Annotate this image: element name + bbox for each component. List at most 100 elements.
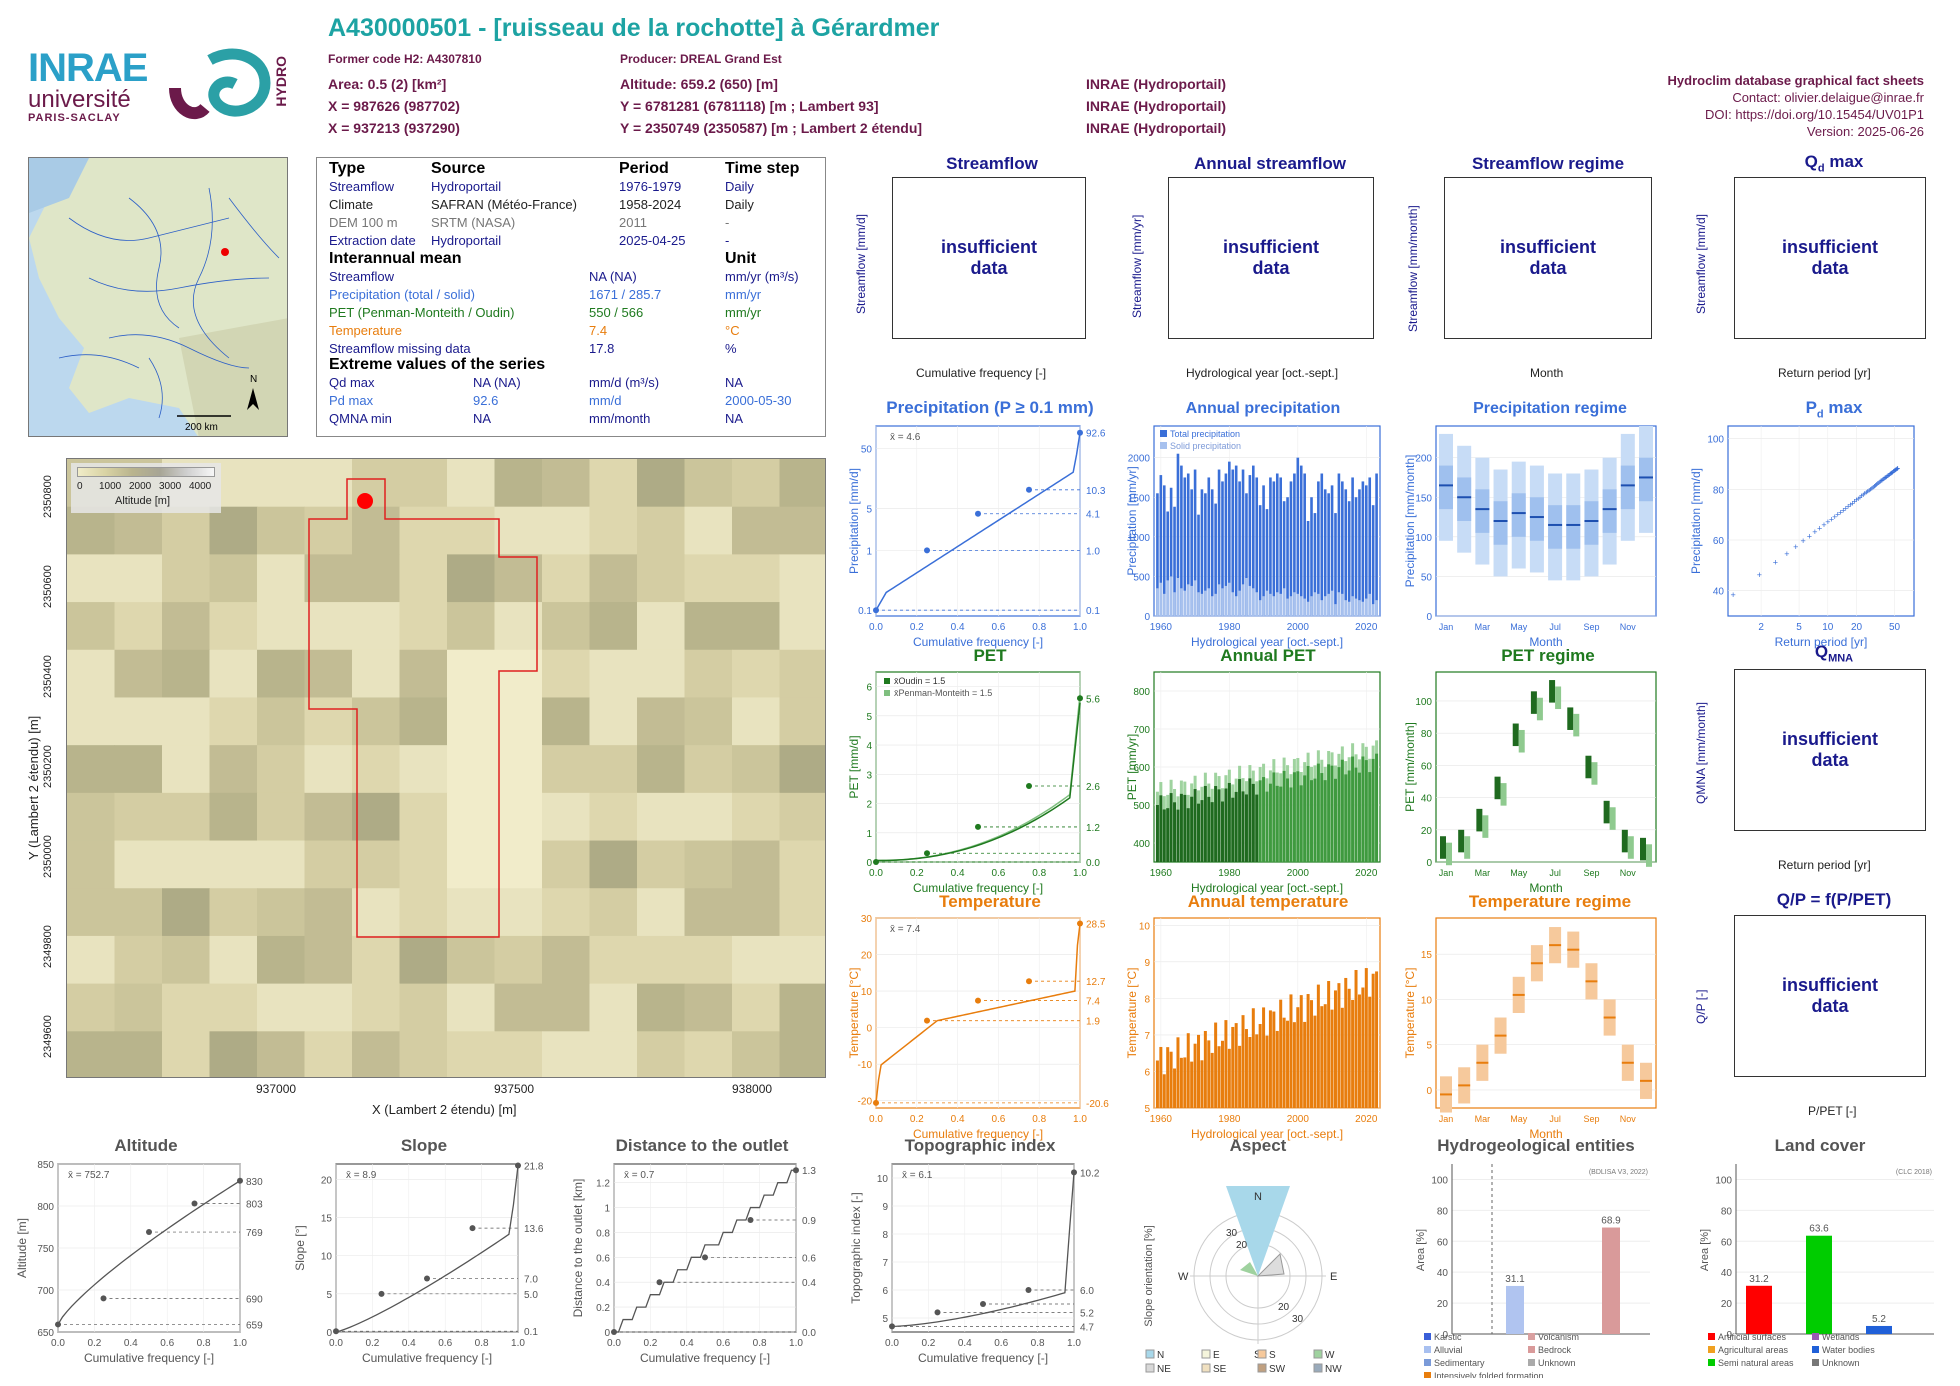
contact: Contact: olivier.delaigue@inrae.fr: [1732, 90, 1924, 105]
dem-cell: [684, 459, 733, 508]
qp-xlabel: P/PET [-]: [1808, 1104, 1857, 1118]
x-axis-label: Hydrological year [oct.-sept.]: [1191, 635, 1343, 649]
y-tick-label: 10: [861, 987, 873, 998]
hydrogeo-legend-label: Bedrock: [1538, 1345, 1572, 1355]
dem-cell: [447, 697, 495, 746]
y-axis-label: Precipitation [mm/d]: [1689, 468, 1703, 574]
solid-precip-bar: [1262, 596, 1265, 616]
dem-cell: [67, 840, 115, 889]
dem-cell: [684, 554, 733, 603]
pet-regime-oudin: [1476, 808, 1483, 832]
x-tick-label: 0.2: [87, 1338, 101, 1349]
area: Area: 0.5 (2) [km²]: [328, 76, 447, 92]
temp-bar: [1197, 1034, 1201, 1108]
slope-quantile-point: [469, 1225, 476, 1232]
y-tick-label: 100: [1431, 1175, 1448, 1186]
pet-oudin-bar: [1200, 800, 1204, 862]
pet-regime-pm: [1573, 713, 1580, 737]
landcover-legend-swatch: [1708, 1359, 1715, 1366]
aspect-legend-swatch: [1313, 1363, 1323, 1373]
dem-cell: [162, 888, 210, 937]
pdmax-point: +: [1793, 542, 1798, 552]
dem-cell: [447, 1031, 495, 1077]
x-tick-label: 0.6: [438, 1338, 452, 1349]
temp-bar: [1371, 973, 1375, 1108]
landcover-value: 31.2: [1749, 1274, 1769, 1285]
pet-oudin-bar: [1368, 772, 1372, 862]
dem-cell: [209, 983, 258, 1032]
pet-oudin-line: [875, 702, 1081, 862]
pet-oudin-bar: [1258, 780, 1262, 862]
legend-solid-label: Solid precipitation: [1170, 441, 1241, 451]
pet-regime-oudin: [1585, 755, 1592, 779]
temp-bar: [1262, 1007, 1266, 1108]
x-tick-label: 0.0: [885, 1338, 899, 1349]
y-tick-label: 5: [326, 1290, 332, 1301]
x-axis-label: Cumulative frequency [-]: [918, 1351, 1048, 1365]
pet-regime-oudin: [1621, 829, 1628, 853]
solid-precip-bar: [1279, 593, 1283, 616]
y-tick-label: 40: [1721, 1268, 1733, 1279]
y-tick-label: 1: [866, 829, 872, 840]
total-precip-bar: [1313, 513, 1317, 616]
dem-cell: [352, 649, 400, 698]
total-precip-bar: [1371, 505, 1375, 616]
dem-ytick: 2350200: [42, 745, 54, 788]
x-tick-label: 1980: [1218, 1114, 1241, 1125]
dem-legend-title: Altitude [m]: [115, 495, 171, 507]
solid-precip-bar: [1286, 598, 1289, 616]
pet-oudin-bar: [1354, 767, 1358, 862]
dem-cell: [304, 459, 353, 508]
y-tick-label: 0: [1426, 612, 1432, 623]
info-source-step: Daily: [725, 179, 754, 194]
dem-cell: [732, 888, 780, 937]
altitude-meta: Altitude: 659.2 (650) [m]: [620, 76, 778, 92]
pet-oudin-bar: [1375, 753, 1379, 862]
aspect-legend-label: W: [1325, 1350, 1335, 1361]
streamflow-regime-ylabel: Streamflow [mm/month]: [1406, 205, 1420, 332]
slope-quantile-point: [424, 1275, 430, 1282]
pet-oudin-bar: [1371, 758, 1375, 862]
mean-label: Streamflow missing data: [329, 341, 471, 356]
info-source-type: DEM 100 m: [329, 215, 398, 230]
temp-regime-title: Temperature regime: [1468, 892, 1632, 911]
total-precip-bar: [1176, 453, 1180, 616]
dem-cell: [447, 554, 495, 603]
pdmax-point: +: [1773, 558, 1778, 568]
y-tick-label: -10: [858, 1060, 873, 1071]
temp-quantile-point: [1077, 920, 1083, 927]
total-precip-bar: [1231, 469, 1235, 616]
pet-oudin-bar: [1166, 808, 1170, 862]
total-precip-bar: [1221, 481, 1224, 616]
mean-unit: mm/yr (m³/s): [725, 269, 799, 284]
aspect-legend-swatch: [1257, 1363, 1267, 1373]
temp-bar: [1251, 1008, 1255, 1108]
qp-msg: insufficient data: [1781, 975, 1878, 1016]
pdmax-point: +: [1870, 482, 1875, 492]
temp-quantile-point: [924, 1017, 930, 1024]
y-tick-label: 30: [861, 914, 873, 925]
y-tick-label: 7: [882, 1258, 888, 1269]
x-tick-label: 0.4: [951, 622, 965, 633]
total-precip-bar: [1310, 497, 1313, 616]
temp-quantile-label: 7.4: [1086, 997, 1100, 1008]
temp-bar: [1375, 971, 1379, 1108]
solid-precip-bar: [1204, 590, 1207, 616]
temp-regime-svg: 0 5 10 15 Month Temperature [°C] Jan Mar May Jul S…: [1403, 917, 1657, 1141]
precip-quantile-point: [975, 510, 981, 517]
precip-cdf-line: [875, 432, 1081, 611]
topo-quantile-point: [980, 1301, 986, 1307]
regime-iqr-box: [1457, 477, 1472, 521]
plot-frame: [875, 425, 1081, 617]
qdmax-msg: insufficient data: [1781, 237, 1878, 278]
solid-precip-bar: [1289, 596, 1293, 616]
x-tick-label: 0.6: [716, 1338, 730, 1349]
dem-cell: [542, 506, 590, 555]
pet-title: PET: [973, 646, 1007, 665]
y-l93: Y = 6781281 (6781118) [m ; Lambert 93]: [620, 98, 879, 114]
pet-quantile-point: [924, 850, 930, 857]
x-tick-label: 0.2: [910, 622, 924, 633]
hydrogeo-legend-label: Sedimentary: [1434, 1358, 1485, 1368]
annual-streamflow-title: Annual streamflow: [1193, 154, 1347, 173]
month-tick: May: [1510, 868, 1528, 878]
